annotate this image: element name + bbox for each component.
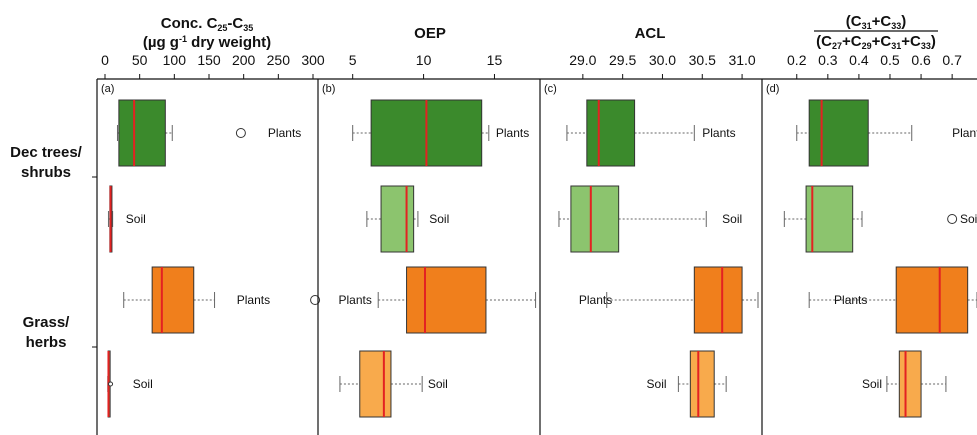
x-tick-label: 0.6 xyxy=(911,52,931,68)
box-dec-soil: Soil xyxy=(783,185,977,253)
panel-c: ACL 29.0 29.5 30.0 30.5 31.0 (c) Plants Soil Plan… xyxy=(539,25,759,435)
iqr-box xyxy=(118,99,166,167)
x-tick-label: 0 xyxy=(101,52,109,68)
box-label: Soil xyxy=(428,377,448,391)
box-grass-soil: Soil xyxy=(862,350,947,418)
box-label: Plants xyxy=(834,293,867,307)
panel-title-numerator: (C31+C33) xyxy=(846,13,906,31)
panel-letter: (b) xyxy=(322,83,335,95)
box-label: Soil xyxy=(126,212,146,226)
box-grass-plants: Plants xyxy=(808,266,977,334)
box-label: Soil xyxy=(429,212,449,226)
box-grass-plants: Plants xyxy=(339,266,537,334)
box-label: Plants xyxy=(579,293,612,307)
panel-d: (C31+C33) (C27+C29+C31+C33) 0.2 0.3 0.4 0.5 0.… xyxy=(761,13,977,435)
panel-letter: (c) xyxy=(544,83,557,95)
box-grass-soil: Soil xyxy=(339,350,448,418)
iqr-box xyxy=(359,350,392,418)
box-label: Plants xyxy=(339,293,372,307)
iqr-box xyxy=(805,185,854,253)
x-tick-label: 29.5 xyxy=(609,52,636,68)
box-grass-soil: Soil xyxy=(647,350,727,418)
box-label: Soil xyxy=(647,377,667,391)
x-tick-label: 30.5 xyxy=(689,52,716,68)
panel-b: OEP 5 10 15 (b) Plants Soil Plants Soil xyxy=(317,25,537,435)
panel-letter: (d) xyxy=(766,83,779,95)
panel-title-line2: (µg g-1 dry weight) xyxy=(143,34,271,51)
x-tick-label: 250 xyxy=(267,52,291,68)
iqr-box xyxy=(693,266,743,334)
box-dec-soil: Soil xyxy=(107,185,146,253)
x-tick-label: 15 xyxy=(487,52,503,68)
x-tick-label: 300 xyxy=(301,52,325,68)
box-dec-plants: Plants xyxy=(352,99,529,167)
iqr-box xyxy=(380,185,415,253)
box-grass-soil: Soil xyxy=(107,350,153,418)
iqr-box xyxy=(570,185,620,253)
box-dec-plants: Plants xyxy=(796,99,977,167)
outlier-point xyxy=(108,381,114,387)
x-tick-label: 29.0 xyxy=(569,52,596,68)
x-tick-label: 200 xyxy=(232,52,256,68)
box-label: Soil xyxy=(133,377,153,391)
box-label: Plants xyxy=(237,293,270,307)
outlier-point xyxy=(235,128,246,138)
x-tick-label: 150 xyxy=(197,52,221,68)
x-tick-label: 50 xyxy=(132,52,148,68)
x-tick-label: 10 xyxy=(416,52,432,68)
box-label: Plants xyxy=(496,126,529,140)
iqr-box xyxy=(151,266,195,334)
group-label-1: Grass/herbs xyxy=(23,314,71,351)
x-tick-label: 0.4 xyxy=(849,52,869,68)
panel-title-denominator: (C27+C29+C31+C33) xyxy=(816,33,936,51)
x-tick-label: 31.0 xyxy=(728,52,755,68)
box-dec-plants: Plants xyxy=(566,99,736,167)
box-dec-plants: Plants xyxy=(116,99,301,167)
box-dec-soil: Soil xyxy=(558,185,742,253)
box-grass-plants: Plants xyxy=(123,266,321,334)
iqr-box xyxy=(689,350,715,418)
box-label: Soil xyxy=(722,212,742,226)
group-label-0: Dec trees/shrubs xyxy=(10,144,83,181)
x-tick-label: 0.3 xyxy=(818,52,838,68)
panel-title: OEP xyxy=(414,25,446,42)
iqr-box xyxy=(586,99,636,167)
box-grass-plants: Plants xyxy=(579,266,759,334)
iqr-box xyxy=(808,99,869,167)
box-label: Soil xyxy=(862,377,882,391)
x-tick-label: 5 xyxy=(349,52,357,68)
box-dec-soil: Soil xyxy=(366,185,449,253)
panel-letter: (a) xyxy=(101,83,114,95)
x-tick-label: 0.5 xyxy=(880,52,900,68)
panel-title: Conc. C25-C35 xyxy=(161,15,254,33)
panel-title: ACL xyxy=(635,25,666,42)
box-label: Plants xyxy=(952,126,977,140)
box-label: Plants xyxy=(268,126,301,140)
outlier-point xyxy=(947,214,958,224)
iqr-box xyxy=(406,266,487,334)
panel-a: Conc. C25-C35(µg g-1 dry weight) 0 50 100 15… xyxy=(96,15,325,435)
outlier-point xyxy=(310,295,321,305)
box-label: Plants xyxy=(702,126,735,140)
x-tick-label: 30.0 xyxy=(649,52,676,68)
box-label: Soil xyxy=(960,212,977,226)
iqr-box xyxy=(895,266,969,334)
x-tick-label: 0.2 xyxy=(787,52,807,68)
x-tick-label: 100 xyxy=(163,52,187,68)
iqr-box xyxy=(898,350,922,418)
x-tick-label: 0.7 xyxy=(942,52,962,68)
